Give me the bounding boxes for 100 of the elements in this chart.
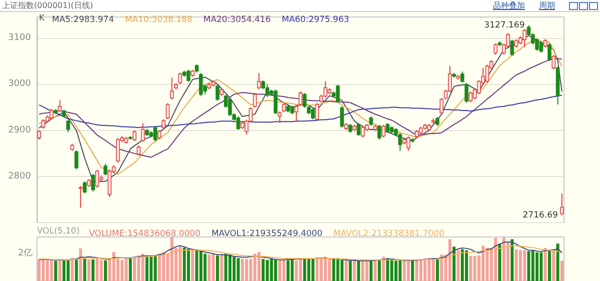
bar (42, 259, 45, 281)
bar (502, 237, 506, 281)
candlestick (95, 169, 100, 188)
bar (336, 258, 340, 281)
bar (311, 259, 314, 281)
bar (182, 248, 186, 281)
bar (104, 260, 107, 281)
chart-title: VOL(5,10) (37, 226, 80, 236)
bar (170, 237, 174, 281)
candlestick (324, 80, 328, 98)
bar (212, 254, 215, 281)
text: MA60:2975.963 (282, 15, 350, 25)
bar (531, 250, 534, 281)
bar (440, 254, 444, 281)
bar (216, 255, 220, 281)
candlestick (58, 100, 62, 112)
bar (464, 250, 468, 281)
candlestick (356, 122, 360, 136)
bar (473, 256, 476, 281)
candlestick (510, 39, 514, 56)
bar (518, 250, 522, 281)
text: MAVOL2:213338381.7000 (333, 229, 444, 239)
candlestick (132, 130, 136, 142)
candlestick (460, 71, 464, 84)
bar (536, 252, 539, 281)
candlestick (560, 192, 564, 216)
candlestick (494, 42, 498, 55)
bar (228, 254, 232, 281)
line-series (38, 58, 562, 158)
bar (370, 260, 373, 281)
candlestick (116, 137, 120, 164)
candlestick (340, 106, 344, 128)
bar (394, 260, 398, 281)
text: 2亿 (18, 248, 33, 258)
bar (46, 260, 49, 281)
bar (398, 260, 402, 281)
bar (124, 259, 128, 281)
bar (258, 252, 261, 281)
candlestick (552, 54, 556, 70)
bar (178, 246, 182, 281)
candlestick (265, 84, 270, 98)
candlestick (311, 108, 315, 120)
bar (352, 260, 356, 281)
candlestick (162, 118, 166, 130)
candlestick (468, 91, 473, 103)
bar (456, 250, 460, 281)
bar (386, 258, 390, 281)
bar (224, 254, 228, 281)
y-tick-label: 2900 (8, 125, 32, 136)
bar (120, 260, 124, 281)
bar (100, 260, 103, 281)
candlestick (315, 102, 319, 122)
bar (307, 258, 310, 281)
bar (540, 252, 543, 281)
bar (150, 256, 153, 281)
bar (158, 254, 161, 281)
bar (340, 260, 344, 281)
bar (191, 250, 194, 281)
bar (556, 244, 560, 281)
bar (357, 260, 360, 281)
bar (324, 256, 327, 281)
bar (419, 259, 422, 281)
bar (348, 260, 352, 281)
annotation: 2716.69 (522, 210, 558, 220)
bar (83, 259, 86, 281)
y-tick-label: 3000 (8, 79, 32, 90)
candlestick (170, 77, 174, 100)
bar (482, 246, 485, 281)
bar (220, 254, 224, 281)
bar (274, 259, 278, 281)
bar (286, 260, 290, 281)
bar (162, 252, 166, 281)
candlestick (302, 92, 307, 108)
candlestick (140, 122, 145, 142)
candlestick (216, 84, 220, 102)
candlestick (228, 98, 232, 117)
candlestick (336, 84, 340, 104)
bar (50, 260, 54, 281)
chart-title: 上证指数(000001)(日线) (2, 0, 94, 11)
bar (382, 256, 385, 281)
bar (70, 258, 74, 281)
candlestick (37, 129, 41, 140)
bar (328, 259, 332, 281)
bar (460, 249, 464, 281)
bar (204, 254, 207, 281)
candlestick (199, 72, 203, 97)
text: 周期 (539, 0, 555, 11)
candlestick (377, 124, 382, 140)
bar (87, 259, 90, 281)
bar (58, 259, 62, 281)
bar (423, 258, 426, 281)
bar (294, 260, 298, 281)
candlestick (158, 129, 162, 140)
bar (62, 260, 66, 281)
bar (245, 259, 248, 281)
candlestick (298, 91, 302, 106)
series-label: VOLUME:154836068.0000 (89, 229, 200, 239)
bar (79, 248, 82, 281)
bar (552, 249, 556, 281)
candlestick (382, 124, 386, 138)
